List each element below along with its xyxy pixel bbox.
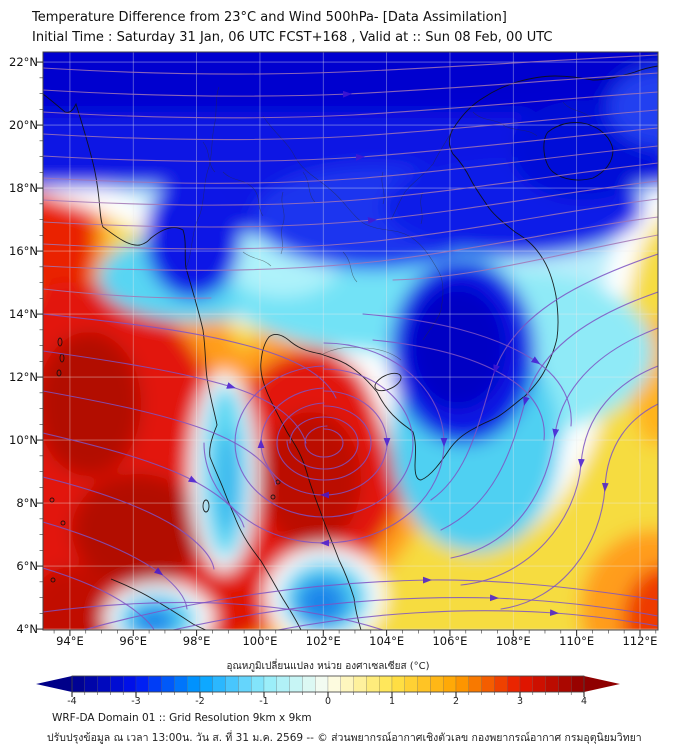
figure-title-block: Temperature Difference from 23°C and Win… bbox=[32, 8, 553, 48]
lon-tick-label: 100°E bbox=[242, 634, 278, 648]
lat-tick-label: 4°N bbox=[16, 622, 38, 637]
figure-title: Temperature Difference from 23°C and Win… bbox=[32, 10, 507, 25]
colorbar-tick-label: -2 bbox=[195, 696, 205, 707]
lon-tick-label: 108°E bbox=[495, 634, 531, 648]
footer-update-info: ปรับปรุงข้อมูล ณ เวลา 13:00น. วัน ส. ที่… bbox=[47, 732, 642, 744]
colorbar-tick-label: 3 bbox=[516, 696, 524, 707]
lat-tick-label: 22°N bbox=[9, 55, 38, 70]
lat-tick-label: 14°N bbox=[9, 307, 38, 322]
colorbar-tick-label: 2 bbox=[452, 696, 460, 707]
lat-tick-label: 16°N bbox=[9, 244, 38, 259]
graticule-gridlines bbox=[43, 52, 658, 630]
colorbar-label: อุณหภูมิเปลี่ยนแปลง หน่วย องศาเซลเซียส (… bbox=[226, 661, 430, 672]
lon-tick-label: 96°E bbox=[119, 634, 148, 648]
lon-tick-label: 110°E bbox=[559, 634, 595, 648]
lat-tick-label: 6°N bbox=[16, 559, 38, 574]
colorbar-tick-label: 1 bbox=[388, 696, 396, 707]
figure-subtitle: Initial Time : Saturday 31 Jan, 06 UTC F… bbox=[32, 30, 553, 45]
lat-tick-label: 20°N bbox=[9, 118, 38, 133]
lat-tick-label: 18°N bbox=[9, 181, 38, 196]
footer-model-info: WRF-DA Domain 01 :: Grid Resolution 9km … bbox=[52, 712, 312, 724]
colorbar-tick-label: -1 bbox=[259, 696, 269, 707]
wind-streamlines bbox=[43, 54, 658, 630]
lon-tick-label: 94°E bbox=[56, 634, 84, 648]
lat-tick-label: 10°N bbox=[9, 433, 38, 448]
lat-tick-label: 8°N bbox=[16, 496, 38, 511]
colorbar-tick-label: 0 bbox=[324, 696, 332, 707]
colorbar bbox=[36, 675, 620, 697]
lon-tick-label: 102°E bbox=[305, 634, 341, 648]
colorbar-tick-label: 4 bbox=[580, 696, 588, 707]
colorbar-tick-label: -4 bbox=[67, 696, 77, 707]
axis-ticks bbox=[37, 61, 657, 636]
lon-tick-label: 112°E bbox=[622, 634, 658, 648]
lat-tick-label: 12°N bbox=[9, 370, 38, 385]
colorbar-tick-label: -3 bbox=[131, 696, 141, 707]
lon-tick-label: 104°E bbox=[369, 634, 405, 648]
lon-tick-label: 98°E bbox=[182, 634, 211, 648]
admin-borders bbox=[185, 86, 592, 361]
lon-tick-label: 106°E bbox=[432, 634, 468, 648]
plot-frame bbox=[42, 51, 659, 631]
